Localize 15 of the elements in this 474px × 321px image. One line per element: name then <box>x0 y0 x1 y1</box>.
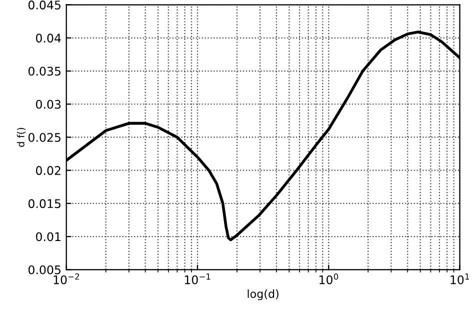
x-tick-label: 10$^{−1}$ <box>184 274 210 284</box>
y-tick-label: 0.035 <box>28 66 60 76</box>
y-tick-label: 0.02 <box>36 166 60 175</box>
x-axis-title: log(d) <box>248 289 278 300</box>
y-tick-label: 0.01 <box>36 232 60 242</box>
y-tick-label: 0.025 <box>28 132 60 142</box>
y-tick-label: 0.045 <box>28 0 60 10</box>
y-axis-title: d f() <box>16 128 26 147</box>
y-tick-label: 0.005 <box>28 265 60 274</box>
y-tick-label: 0.03 <box>36 100 61 109</box>
y-tick-label: 0.015 <box>28 199 60 208</box>
x-tick-label: 10$^{1}$ <box>450 274 470 284</box>
x-tick-label: 10$^{−2}$ <box>54 273 79 284</box>
y-tick-label: 0.04 <box>36 34 61 43</box>
x-tick-label: 10$^{0}$ <box>320 273 338 284</box>
